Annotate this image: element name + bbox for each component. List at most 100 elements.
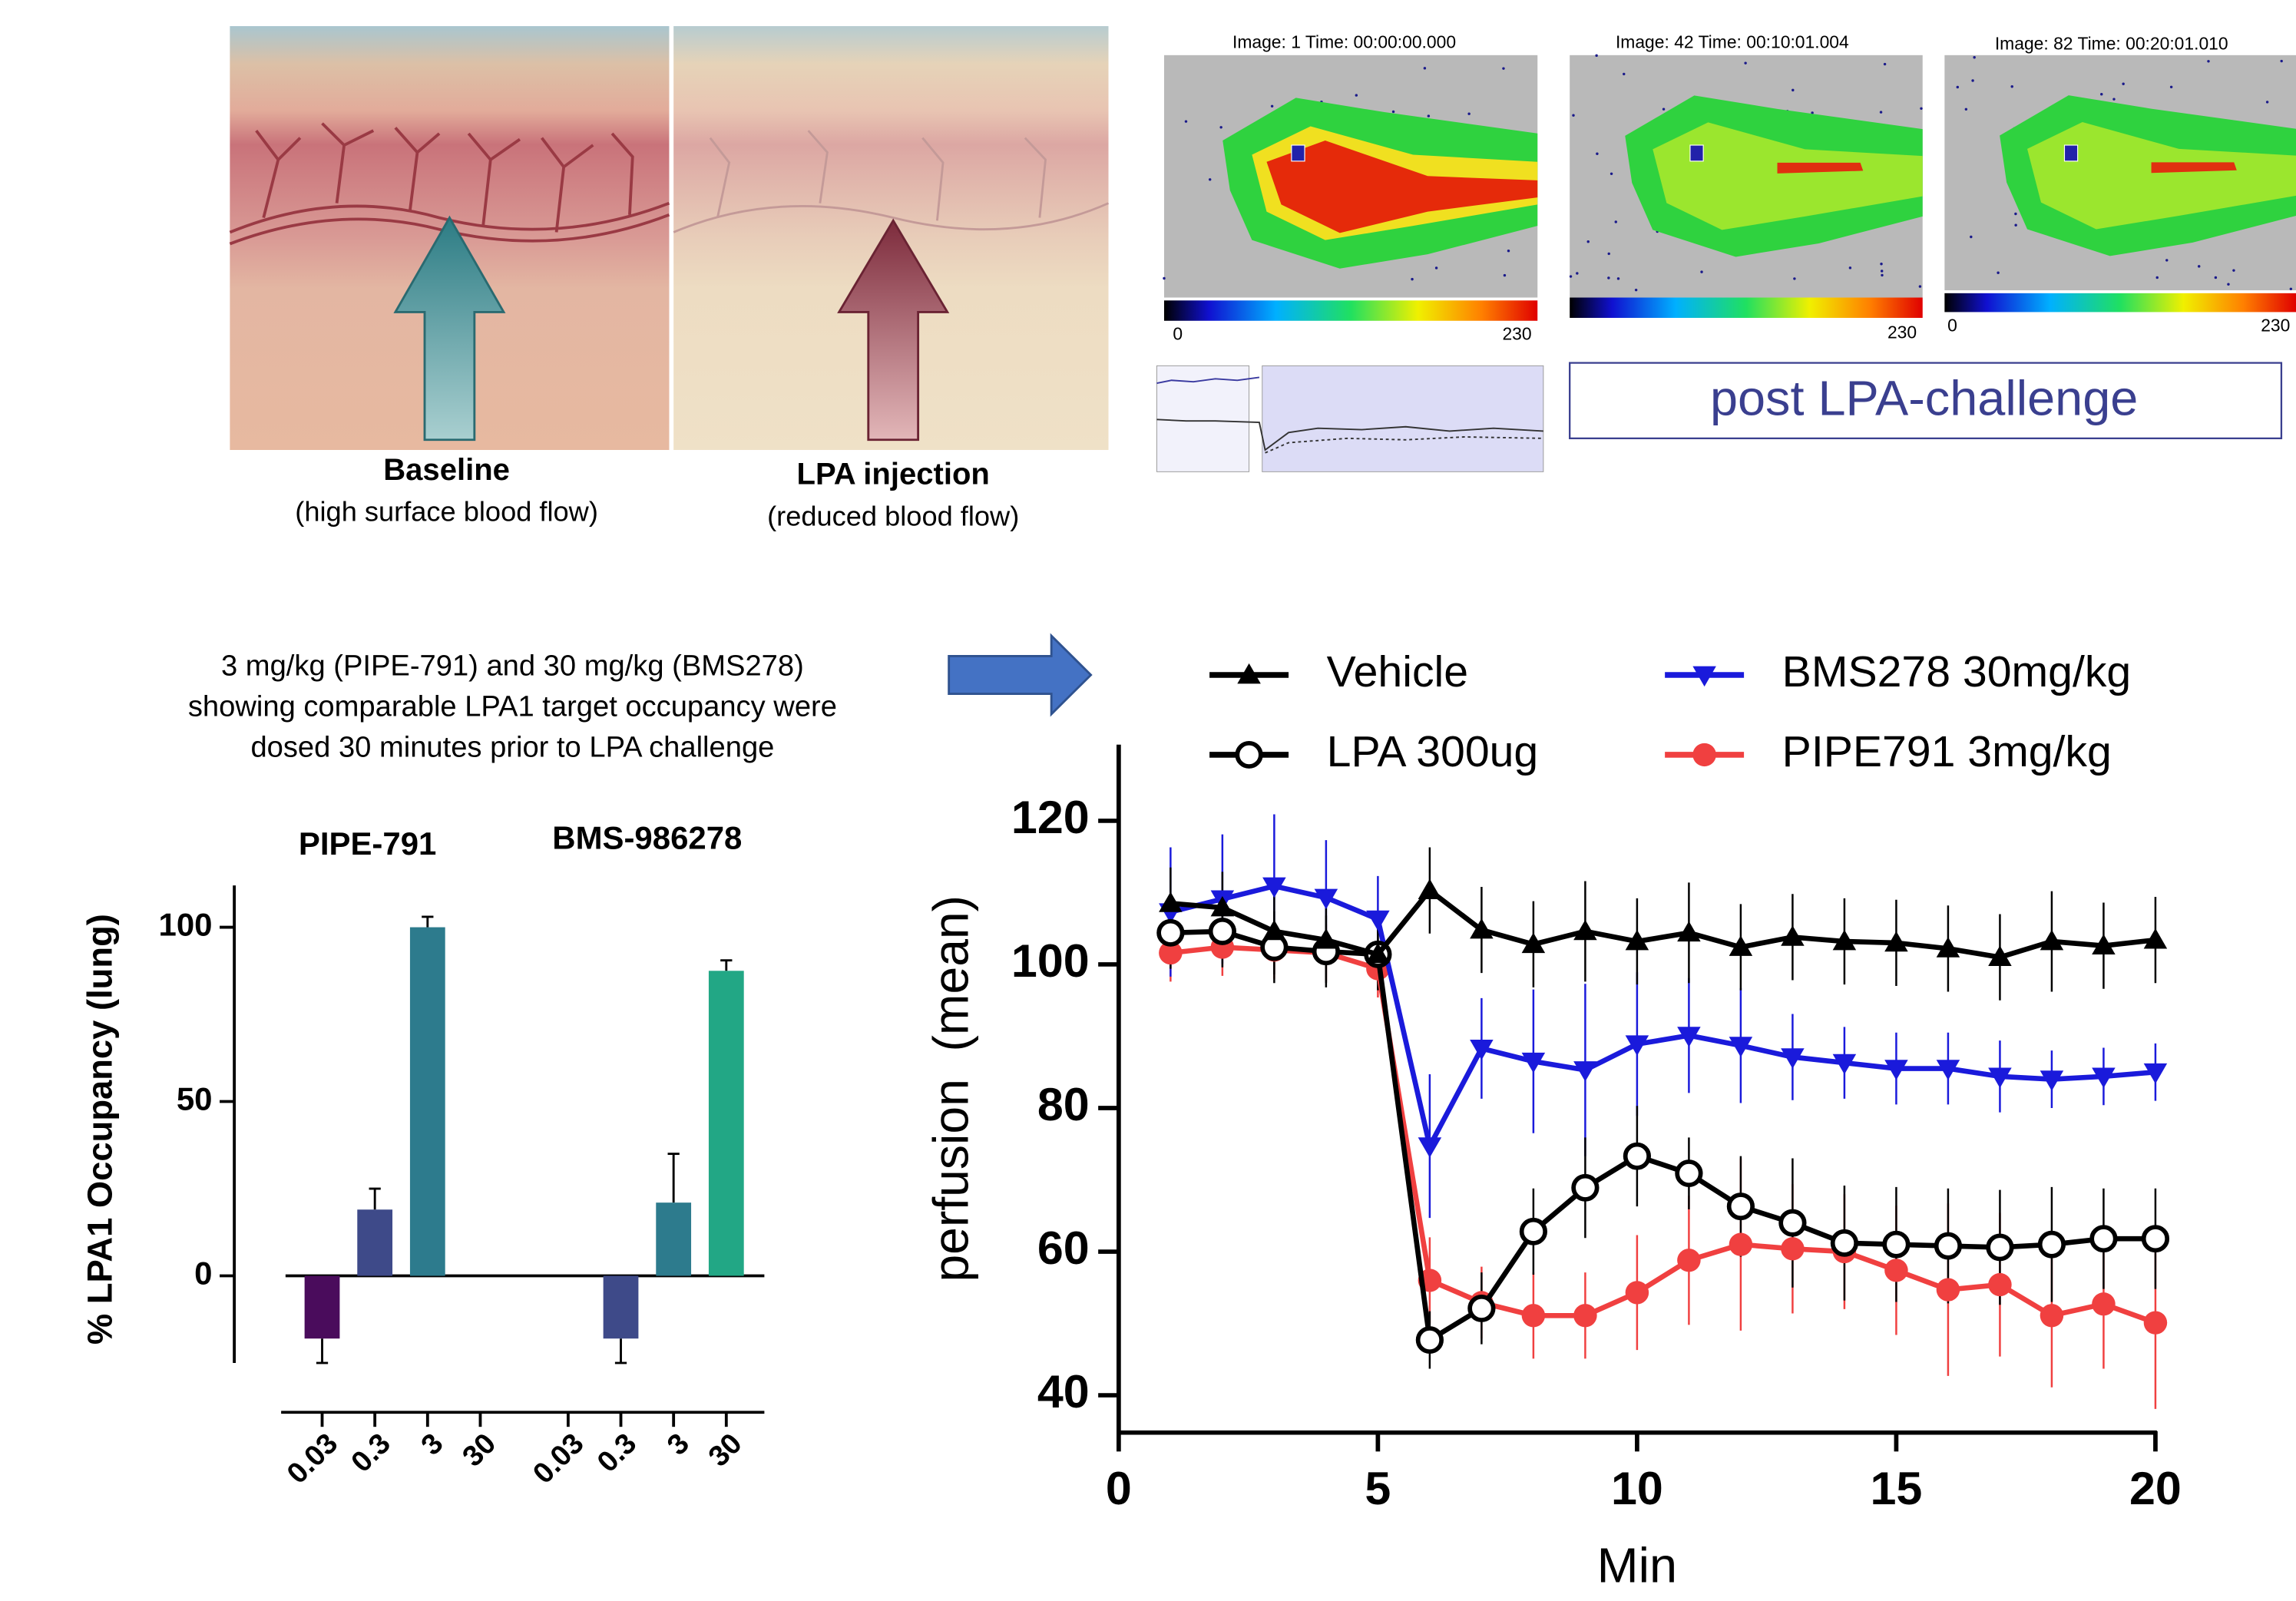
marker [1418, 878, 1442, 899]
noise [2169, 85, 2173, 88]
noise [2014, 223, 2017, 227]
marker [1314, 888, 1338, 910]
perfusion-image [1944, 55, 2296, 291]
y-tick-label: 60 [1037, 1222, 1090, 1274]
roi-marker [1689, 144, 1704, 162]
noise [1964, 108, 1968, 111]
noise [1700, 270, 1703, 273]
bar [656, 1202, 692, 1276]
perfusion-image [1569, 54, 1923, 298]
paw-hot [2151, 162, 2237, 174]
marker [1262, 877, 1286, 898]
marker [1366, 942, 1390, 964]
marker [1988, 945, 2012, 966]
noise [1811, 111, 1814, 114]
noise [1610, 172, 1613, 175]
marker [1418, 1137, 1442, 1158]
marker [1156, 918, 1185, 947]
noise [1502, 67, 1505, 70]
noise [1973, 56, 1976, 59]
noise [2227, 283, 2230, 286]
x-tick-label: 10 [1611, 1462, 1663, 1514]
noise [1507, 250, 1510, 253]
noise [1572, 114, 1575, 117]
noise [1971, 79, 1974, 82]
marker [1726, 1192, 1755, 1221]
legend-label: LPA 300ug [1327, 727, 1539, 776]
marker [2143, 1311, 2168, 1335]
colorbar [1570, 297, 1923, 318]
y-tick-label: 120 [1011, 791, 1090, 843]
legend-item: LPA 300ug [1209, 727, 1538, 776]
vessels [673, 130, 1110, 233]
bar [603, 1275, 639, 1339]
x-tick-label: 30 [703, 1427, 749, 1473]
noise [1270, 104, 1274, 108]
flow-arrow [948, 633, 1093, 717]
marker [2040, 929, 2064, 951]
noise [1411, 277, 1414, 281]
noise [1427, 114, 1431, 117]
x-tick-label: 3 [415, 1427, 450, 1461]
y-axis-title: % LPA1 Occupancy (lung) [80, 914, 119, 1345]
frame-label: Image: 1 Time: 00:00:00.000 [1232, 32, 1456, 52]
bar [409, 927, 445, 1276]
noise [1595, 54, 1598, 58]
x-tick-label: 0.03 [527, 1427, 590, 1490]
noise [2265, 101, 2269, 104]
note-line: dosed 30 minutes prior to LPA challenge [250, 732, 774, 764]
marker [1625, 1035, 1649, 1056]
y-tick-label: 100 [159, 907, 213, 943]
noise [2289, 287, 2293, 290]
noise [1791, 88, 1795, 92]
marker [1729, 1232, 1753, 1256]
noise [2207, 60, 2210, 63]
noise [2155, 276, 2159, 280]
noise [2014, 212, 2017, 216]
marker [2092, 1067, 2116, 1088]
marker [1415, 1326, 1444, 1355]
marker [1988, 1067, 2012, 1088]
legend-marker [1692, 666, 1716, 687]
roi-marker [1291, 144, 1305, 162]
marker [1314, 928, 1338, 949]
noise [1920, 107, 1923, 110]
marker [1936, 1278, 1960, 1302]
noise [1634, 288, 1638, 292]
group-label: PIPE-791 [299, 825, 436, 862]
marker [1625, 929, 1649, 951]
panel-title: Baseline [383, 453, 510, 487]
noise [1355, 94, 1358, 97]
marker [1470, 1040, 1494, 1060]
noise [1208, 178, 1212, 181]
noise [2010, 85, 2013, 88]
x-tick-label: 0.03 [281, 1427, 344, 1490]
noise [1793, 277, 1796, 280]
x-tick-label: 0 [1106, 1462, 1132, 1514]
panel-title: LPA injection [797, 458, 990, 491]
vessels [229, 122, 670, 246]
marker [1159, 891, 1183, 912]
bar [304, 1275, 340, 1339]
noise [1997, 271, 2000, 274]
marker [1988, 1272, 2012, 1297]
y-axis-title: perfusion (mean) [923, 895, 978, 1282]
noise [1391, 110, 1395, 114]
noise [1467, 112, 1471, 115]
marker [1467, 1294, 1496, 1322]
noise [1848, 266, 1852, 270]
marker [1519, 1217, 1548, 1245]
noise [1970, 235, 1973, 239]
marker [1210, 895, 1235, 917]
legend-item: PIPE791 3mg/kg [1665, 727, 2112, 776]
marker [1366, 910, 1390, 931]
noise [1662, 108, 1666, 111]
trace-thumbnail [1156, 365, 1544, 472]
marker [1521, 932, 1546, 954]
noise [1219, 126, 1222, 129]
marker [1778, 1209, 1807, 1237]
x-tick-label: 0.3 [346, 1427, 397, 1479]
noise [1434, 266, 1438, 270]
y-tick-label: 100 [1011, 934, 1090, 987]
